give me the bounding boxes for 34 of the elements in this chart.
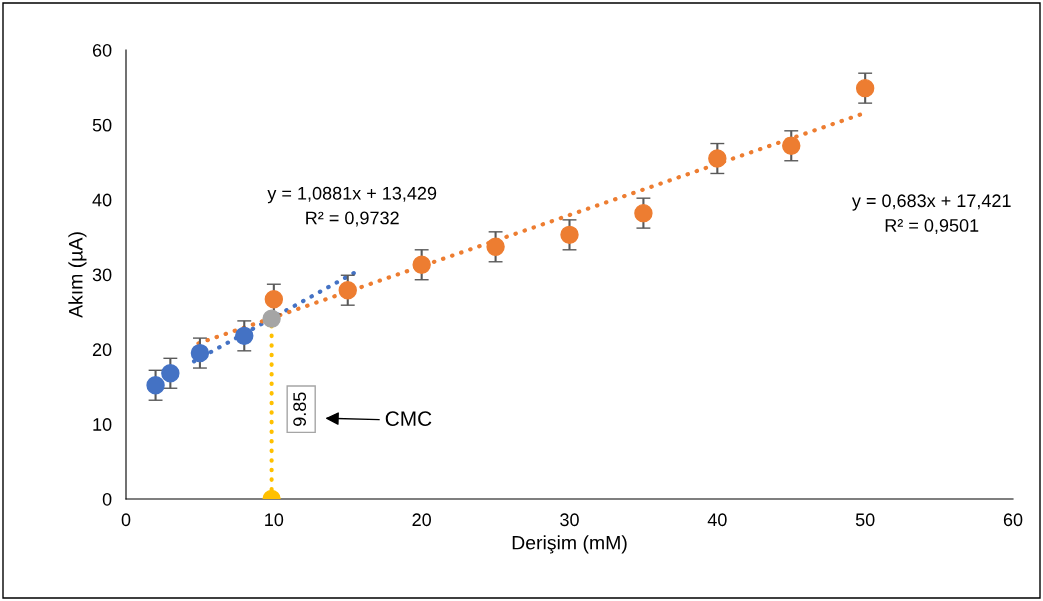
point [264, 289, 284, 309]
y-tick-label: 60 [92, 43, 112, 57]
point [855, 78, 875, 98]
point [190, 343, 210, 363]
y-axis-title: Akım (µA) [68, 232, 87, 318]
x-tick-label: 40 [707, 513, 727, 527]
y-tick-label: 30 [92, 268, 112, 282]
annotation: y = 1,0881x + 13,429 R² = 0,9732 [267, 186, 437, 227]
point [161, 364, 180, 383]
point [338, 281, 357, 300]
point [486, 237, 505, 257]
y-tick-label: 0 [102, 492, 112, 506]
y-tick-label: 10 [93, 418, 112, 431]
x-tick-label: 60 [1003, 513, 1023, 527]
y-tick-label: 50 [92, 118, 112, 132]
y-tick-label: 40 [92, 193, 112, 207]
x-tick-label: 30 [560, 513, 579, 527]
annotation: 9.85 [293, 392, 307, 426]
x-axis-title: Derişim (mM) [512, 535, 627, 554]
x-tick-label: 0 [121, 513, 131, 527]
point [262, 309, 281, 328]
x-tick-label: 10 [265, 513, 284, 527]
point [235, 326, 254, 346]
y-tick-label: 20 [92, 343, 112, 357]
point [412, 255, 431, 274]
point [634, 203, 653, 223]
annotation: CMC [385, 411, 432, 427]
x-tick-label: 20 [412, 513, 431, 527]
annotation: y = 0,683x + 17,421 R² = 0,9501 [851, 194, 1011, 234]
point [708, 149, 727, 168]
x-tick-label: 50 [855, 513, 875, 527]
point [782, 136, 801, 155]
point [560, 225, 579, 245]
point [146, 376, 165, 395]
